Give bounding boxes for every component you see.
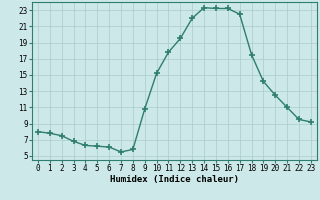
X-axis label: Humidex (Indice chaleur): Humidex (Indice chaleur)	[110, 175, 239, 184]
